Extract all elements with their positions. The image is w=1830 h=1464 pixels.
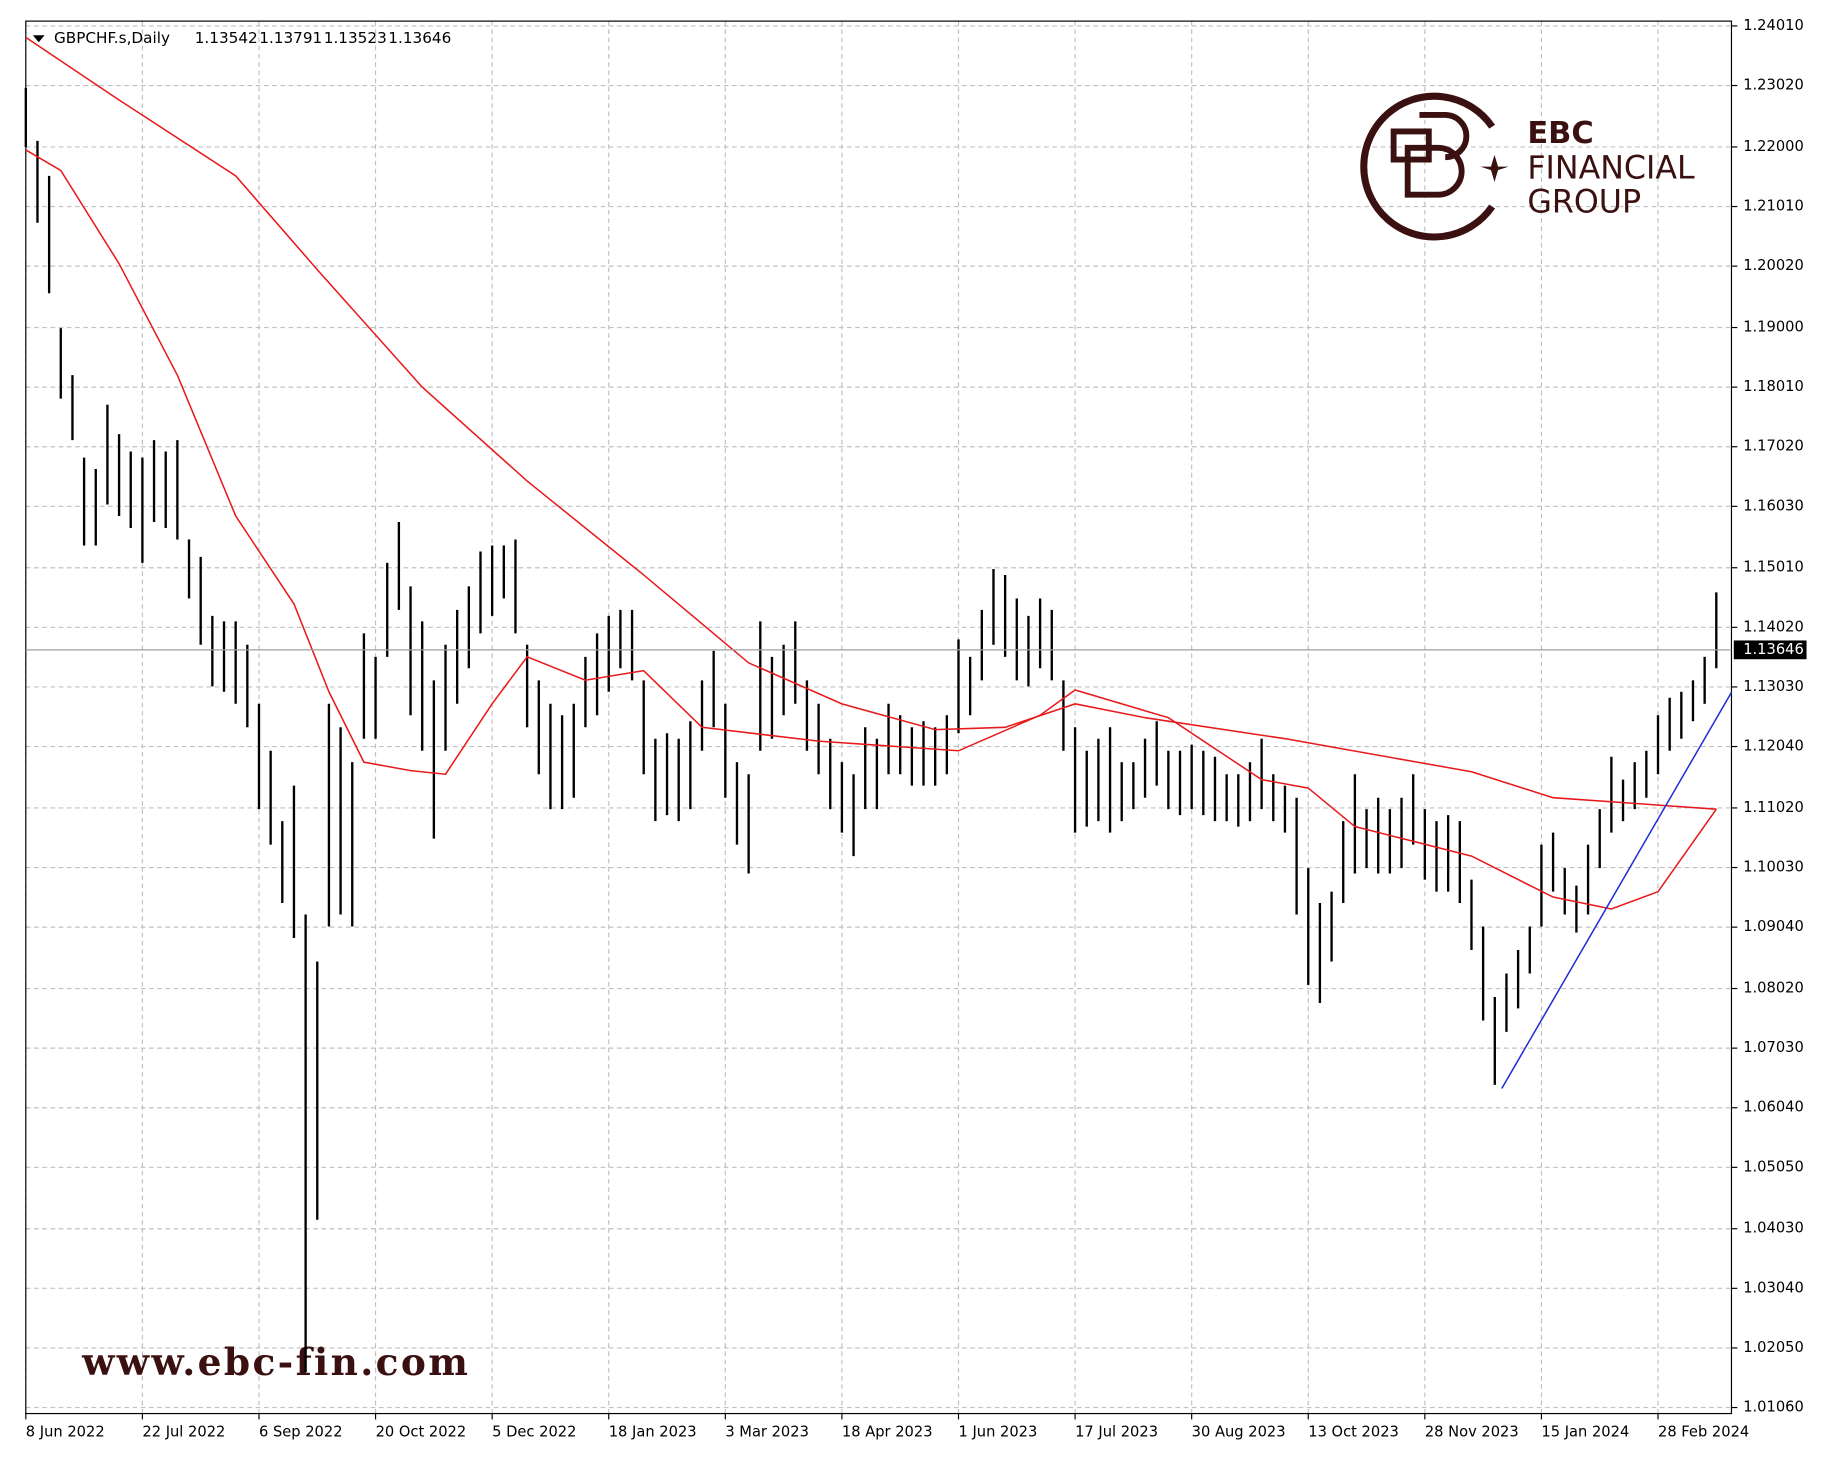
logo-text: FINANCIAL [1527, 150, 1695, 186]
x-tick-label: 28 Nov 2023 [1425, 1423, 1519, 1440]
x-tick-label: 8 Jun 2022 [26, 1423, 105, 1440]
x-tick-label: 30 Aug 2023 [1192, 1423, 1286, 1440]
y-tick-label: 1.22000 [1743, 138, 1804, 155]
indicator-line [1501, 691, 1733, 1089]
x-tick-label: 28 Feb 2024 [1658, 1423, 1749, 1440]
y-tick-label: 1.04030 [1743, 1220, 1804, 1237]
y-tick-label: 1.19000 [1743, 319, 1804, 336]
x-tick-label: 22 Jul 2022 [142, 1423, 225, 1440]
x-tick-label: 6 Sep 2022 [259, 1423, 343, 1440]
y-tick-label: 1.16030 [1743, 497, 1804, 514]
logo-text: EBC [1527, 116, 1593, 151]
logo-mark [1390, 112, 1470, 198]
watermark: www.ebc-fin.com [81, 1340, 470, 1384]
y-tick-label: 1.09040 [1743, 918, 1804, 935]
y-tick-label: 1.08020 [1743, 980, 1804, 997]
x-tick-label: 13 Oct 2023 [1308, 1423, 1399, 1440]
x-tick-label: 20 Oct 2022 [376, 1423, 467, 1440]
header-value: 1.13646 [388, 29, 451, 47]
x-tick-label: 18 Apr 2023 [842, 1423, 933, 1440]
y-tick-label: 1.11020 [1743, 799, 1804, 816]
y-tick-label: 1.15010 [1743, 559, 1804, 576]
y-tick-label: 1.10030 [1743, 859, 1804, 876]
y-tick-label: 1.06040 [1743, 1099, 1804, 1116]
x-tick-label: 17 Jul 2023 [1075, 1423, 1158, 1440]
header-value: 1.13542 [195, 29, 258, 47]
y-tick-label: 1.14020 [1743, 618, 1804, 635]
y-tick-label: 1.02050 [1743, 1339, 1804, 1356]
y-tick-label: 1.17020 [1743, 438, 1804, 455]
header-value: 1.13791 [259, 29, 322, 47]
y-tick-label: 1.01060 [1743, 1399, 1804, 1416]
indicator-line [25, 149, 1717, 910]
y-tick-label: 1.20020 [1743, 257, 1804, 274]
y-tick-label: 1.07030 [1743, 1039, 1804, 1056]
header-value: 1.13523 [324, 29, 387, 47]
header-arrow [32, 35, 45, 43]
x-tick-label: 1 Jun 2023 [958, 1423, 1037, 1440]
y-tick-label: 1.05050 [1743, 1158, 1804, 1175]
last-price-box [1733, 640, 1807, 660]
y-tick-label: 1.18010 [1743, 378, 1804, 395]
x-tick-label: 3 Mar 2023 [725, 1423, 809, 1440]
logo: EBC FINANCIAL GROUP [1360, 92, 1695, 241]
logo-star [1480, 154, 1509, 182]
logo-text: GROUP [1527, 184, 1641, 220]
y-tick-label: 1.13030 [1743, 678, 1804, 695]
plot-frame [25, 20, 1733, 1415]
y-tick-label: 1.12040 [1743, 738, 1804, 755]
y-tick-label: 1.03040 [1743, 1279, 1804, 1296]
y-tick-label: 1.21010 [1743, 198, 1804, 215]
y-tick-label: 1.24010 [1743, 17, 1804, 34]
y-tick-label: 1.23020 [1743, 77, 1804, 94]
logo-ring [1360, 92, 1496, 241]
x-tick-label: 15 Jan 2024 [1541, 1423, 1629, 1440]
last-price-label: 1.13646 [1743, 641, 1804, 658]
x-tick-label: 5 Dec 2022 [492, 1423, 576, 1440]
chart-title: GBPCHF.s,Daily [54, 29, 170, 47]
x-tick-label: 18 Jan 2023 [609, 1423, 697, 1440]
indicator-line [25, 36, 1717, 810]
